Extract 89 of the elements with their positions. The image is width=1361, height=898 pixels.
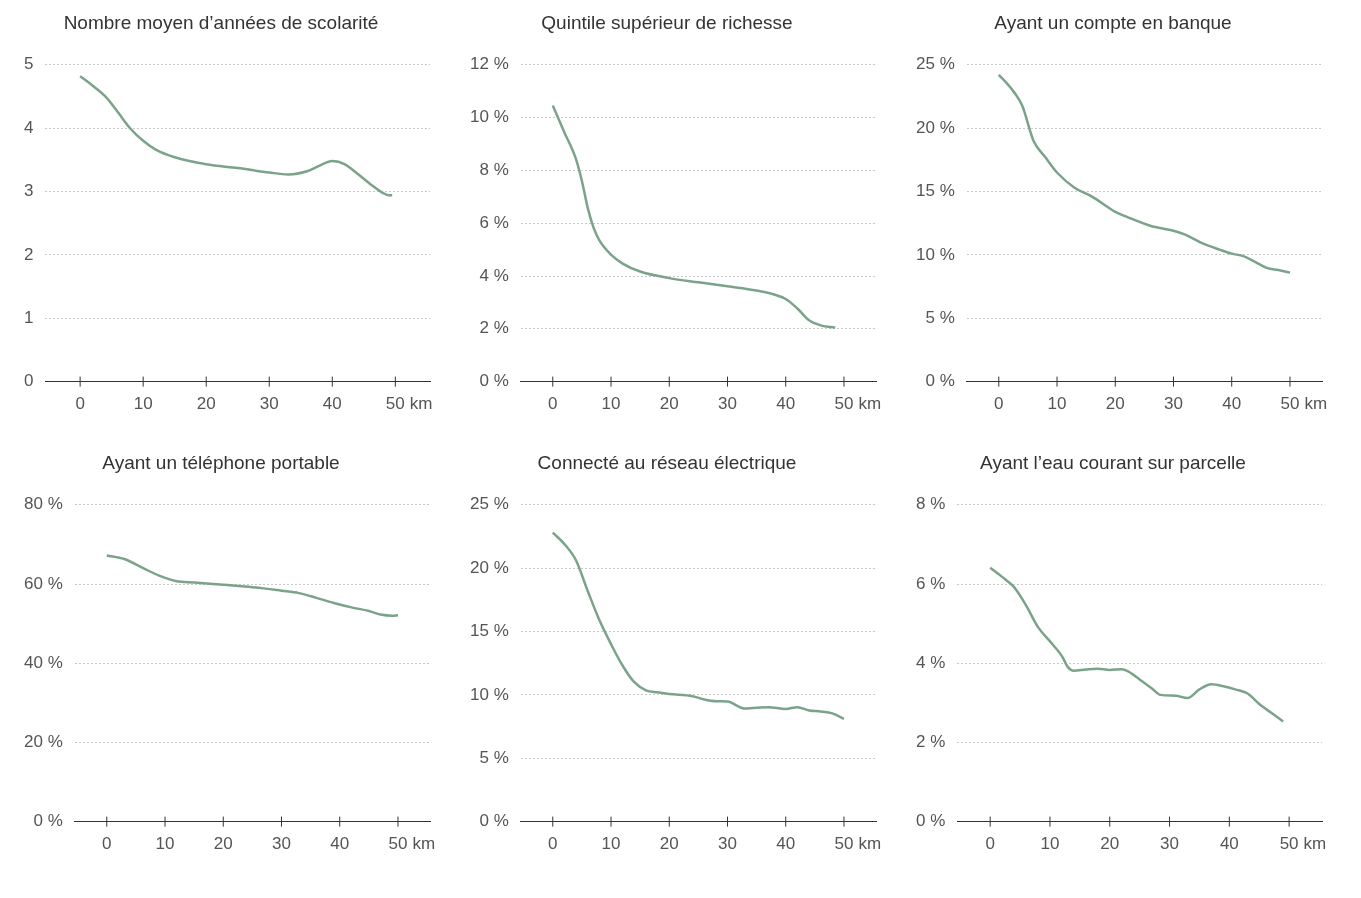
- x-tick-label: 50: [385, 393, 405, 413]
- chart-title: Quintile supérieur de richesse: [541, 11, 793, 33]
- y-tick-label: 2: [23, 244, 34, 264]
- x-tick-label: 50: [834, 393, 854, 413]
- y-tick-label: 10 %: [916, 244, 955, 264]
- y-tick-label: 10 %: [470, 684, 509, 704]
- y-tick-label: 4 %: [916, 652, 946, 672]
- x-axis-title: km: [858, 393, 882, 413]
- y-tick-label: 0 %: [925, 371, 955, 391]
- line-series: [551, 531, 846, 721]
- x-tick-label: 40: [1219, 833, 1239, 853]
- x-tick-label: 0: [102, 833, 112, 853]
- y-tick-label: 6 %: [916, 573, 946, 593]
- line-series: [78, 74, 394, 197]
- x-tick-label: 20: [196, 393, 216, 413]
- y-tick-label: 60 %: [24, 573, 63, 593]
- y-tick-label: 5 %: [479, 747, 509, 767]
- x-tick-label: 10: [1047, 393, 1067, 413]
- y-tick-label: 0 %: [479, 811, 509, 831]
- x-axis-title: km: [858, 833, 882, 853]
- x-tick-label: 50: [834, 833, 854, 853]
- y-tick-label: 0: [23, 371, 34, 391]
- x-axis-title: km: [409, 393, 433, 413]
- x-tick-label: 10: [601, 833, 621, 853]
- y-tick-label: 20 %: [24, 732, 63, 752]
- y-tick-label: 0 %: [33, 811, 63, 831]
- x-tick-label: 10: [155, 833, 175, 853]
- x-tick-label: 20: [659, 833, 679, 853]
- y-tick-label: 4 %: [479, 265, 509, 285]
- y-tick-label: 8 %: [916, 494, 946, 514]
- x-tick-label: 50: [388, 833, 408, 853]
- x-tick-label: 40: [330, 833, 350, 853]
- chart-title: Ayant un compte en banque: [994, 11, 1232, 33]
- y-tick-label: 8 %: [479, 160, 509, 180]
- x-tick-label: 30: [1160, 833, 1179, 853]
- x-tick-label: 10: [601, 393, 621, 413]
- x-tick-label: 40: [322, 393, 342, 413]
- y-tick-label: 25 %: [470, 494, 509, 514]
- x-tick-label: 30: [272, 833, 291, 853]
- x-tick-label: 20: [1100, 833, 1120, 853]
- y-tick-label: 5 %: [925, 307, 955, 327]
- x-tick-label: 40: [1222, 393, 1242, 413]
- x-tick-label: 40: [776, 393, 796, 413]
- x-tick-label: 20: [213, 833, 233, 853]
- y-tick-label: 5: [23, 54, 34, 74]
- line-series: [988, 566, 1285, 723]
- y-tick-label: 12 %: [470, 54, 509, 74]
- x-axis-title: km: [412, 833, 436, 853]
- x-tick-label: 10: [1040, 833, 1060, 853]
- y-tick-label: 20 %: [470, 557, 509, 577]
- x-tick-label: 0: [548, 833, 558, 853]
- y-tick-label: 15 %: [470, 621, 509, 641]
- y-tick-label: 25 %: [916, 54, 955, 74]
- x-tick-label: 20: [1105, 393, 1125, 413]
- x-tick-label: 0: [548, 393, 558, 413]
- y-tick-label: 40 %: [24, 652, 63, 672]
- x-tick-label: 50: [1279, 833, 1299, 853]
- y-tick-label: 10 %: [470, 107, 509, 127]
- y-tick-label: 0 %: [479, 371, 509, 391]
- x-tick-label: 40: [776, 833, 796, 853]
- x-tick-label: 0: [985, 833, 995, 853]
- chart-title: Connecté au réseau électrique: [537, 451, 797, 473]
- x-tick-label: 30: [1164, 393, 1183, 413]
- y-tick-label: 2 %: [479, 318, 509, 338]
- x-tick-label: 50: [1280, 393, 1300, 413]
- line-series: [105, 554, 400, 617]
- x-tick-label: 30: [718, 393, 737, 413]
- y-tick-label: 15 %: [916, 181, 955, 201]
- y-tick-label: 20 %: [916, 117, 955, 137]
- y-tick-label: 4: [23, 117, 34, 137]
- chart-title: Nombre moyen d’années de scolarité: [63, 11, 379, 33]
- y-tick-label: 0 %: [916, 811, 946, 831]
- y-tick-label: 1: [23, 307, 34, 327]
- chart-title: Ayant un téléphone portable: [102, 451, 340, 473]
- x-tick-label: 0: [75, 393, 85, 413]
- x-tick-label: 30: [259, 393, 279, 413]
- y-tick-label: 3: [23, 181, 34, 201]
- chart-title: Ayant l’eau courant sur parcelle: [980, 451, 1246, 473]
- line-series: [551, 104, 837, 329]
- y-tick-label: 2 %: [916, 732, 946, 752]
- line-series: [997, 73, 1292, 274]
- y-tick-label: 6 %: [479, 212, 509, 232]
- x-axis-title: km: [1303, 833, 1327, 853]
- y-tick-label: 80 %: [24, 494, 63, 514]
- x-tick-label: 30: [718, 833, 737, 853]
- x-axis-title: km: [1304, 393, 1328, 413]
- x-tick-label: 10: [133, 393, 153, 413]
- x-tick-label: 20: [659, 393, 679, 413]
- x-tick-label: 0: [994, 393, 1004, 413]
